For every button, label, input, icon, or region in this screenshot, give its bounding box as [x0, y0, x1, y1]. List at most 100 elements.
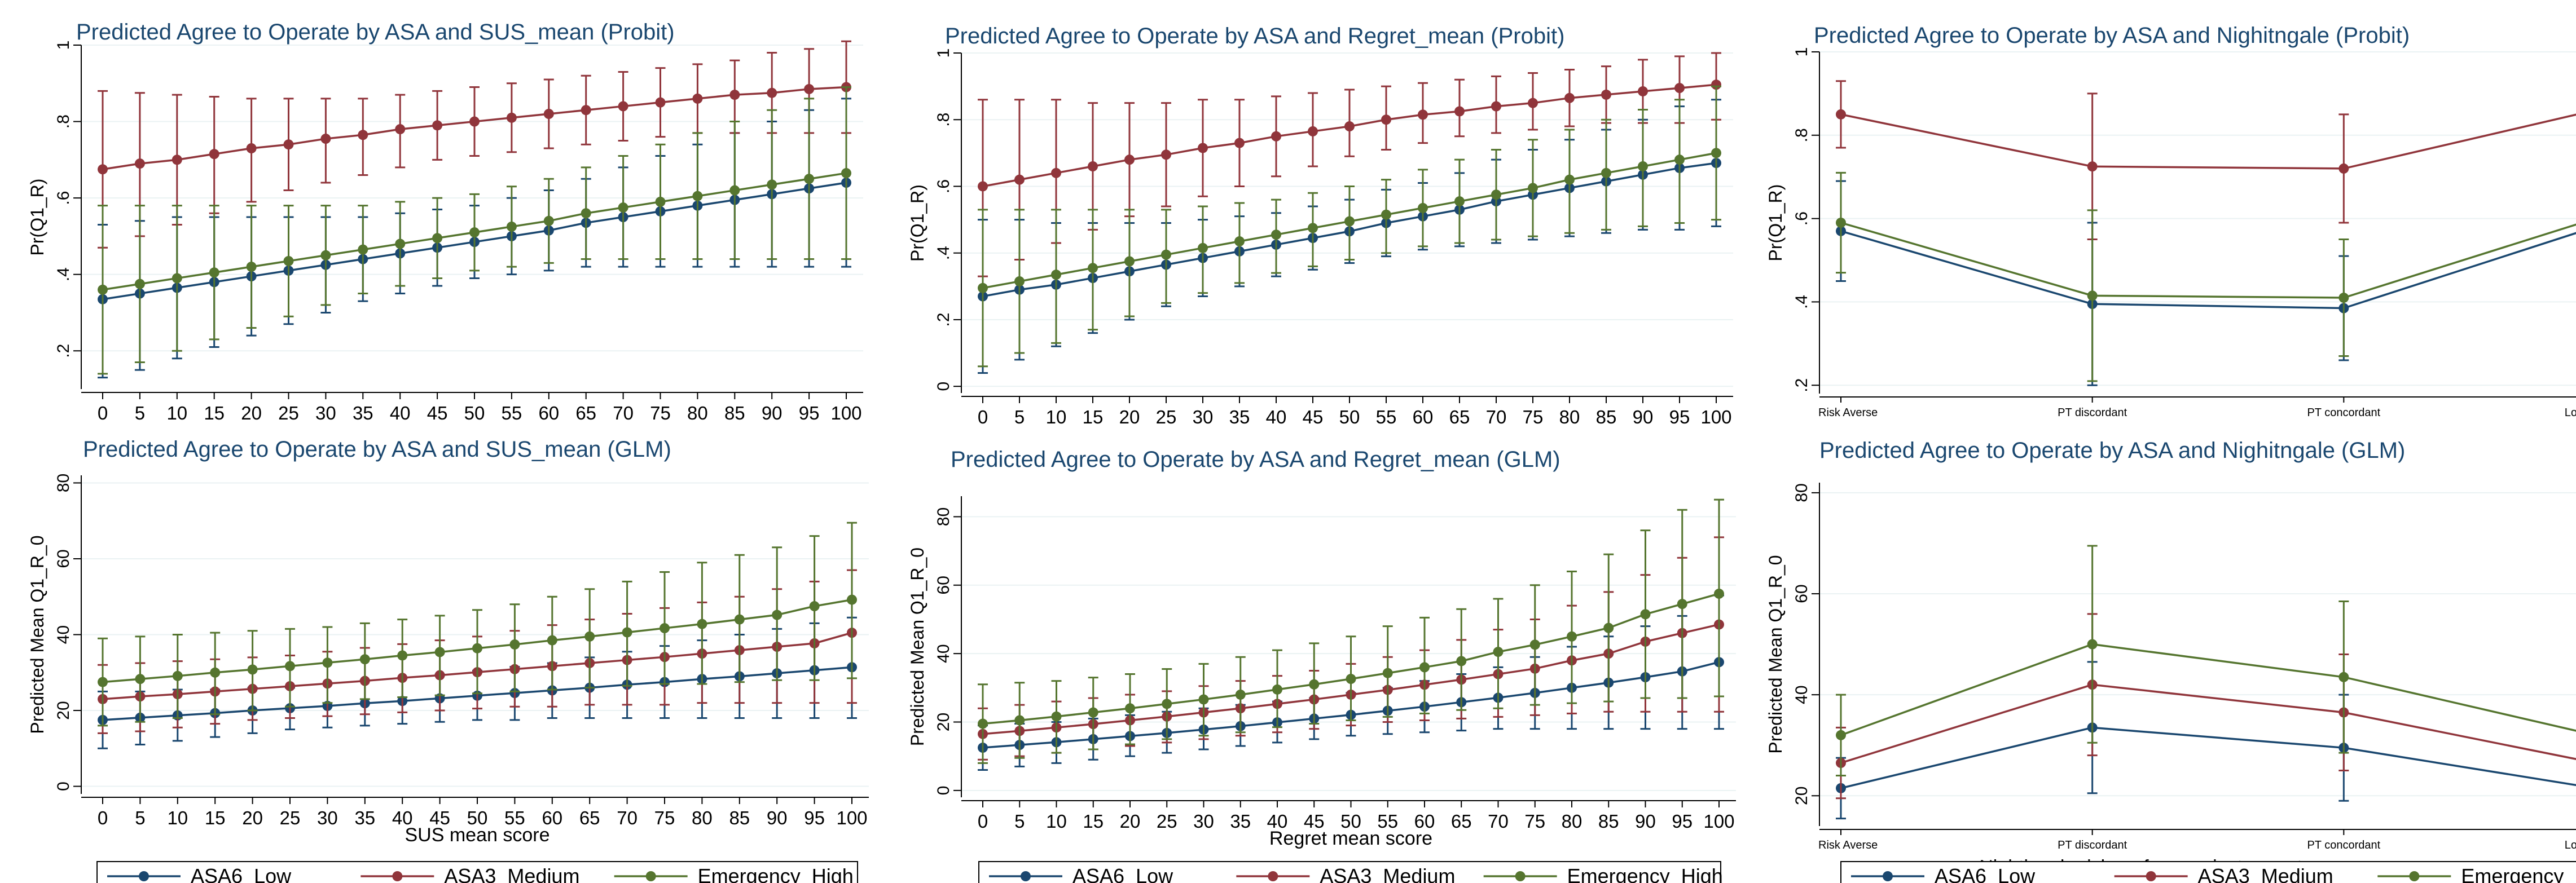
data-point: [978, 181, 988, 192]
data-point: [98, 164, 108, 175]
y-tick-label: .2: [54, 344, 73, 358]
x-tick-label: 35: [1230, 811, 1251, 832]
legend-label: Emergency_High: [1567, 864, 1723, 883]
x-tick-label: 80: [687, 403, 708, 423]
x-tick-label: 0: [98, 403, 108, 423]
y-tick-label: .6: [934, 179, 953, 193]
legend: ASA6_Low ASA3_Medium Emergency_High: [978, 861, 1723, 883]
data-point: [1308, 223, 1318, 233]
data-point: [734, 614, 745, 625]
x-tick-label: 45: [1304, 811, 1325, 832]
y-tick-label: 0: [934, 786, 953, 796]
y-tick-label: 40: [934, 644, 953, 663]
y-axis-label: Pr(Q1_R): [907, 184, 927, 262]
x-tick-label: 70: [1486, 407, 1507, 427]
x-tick-label: 85: [729, 807, 750, 828]
x-tick-label: 80: [1562, 811, 1582, 832]
y-tick-label: .4: [1792, 295, 1811, 309]
y-tick-label: .4: [934, 246, 953, 260]
x-tick-label: 45: [1303, 407, 1324, 427]
x-tick-label: 20: [1119, 407, 1140, 427]
x-tick-label: 75: [650, 403, 671, 423]
legend-marker: [392, 871, 403, 881]
data-point: [1124, 154, 1135, 165]
data-point: [547, 635, 557, 646]
y-tick-label: .2: [934, 312, 953, 326]
legend-label: ASA3_Medium: [444, 864, 579, 883]
x-tick-label: 25: [1157, 811, 1177, 832]
data-point: [2338, 163, 2349, 174]
x-tick-label: PT discordant: [2058, 839, 2127, 851]
x-tick-label: 5: [135, 403, 145, 423]
x-tick-label: 40: [1267, 811, 1288, 832]
x-tick-label: PT concordant: [2307, 407, 2380, 419]
data-point: [1493, 647, 1504, 657]
y-tick-label: .2: [1792, 378, 1811, 392]
x-tick-label: 35: [353, 403, 373, 423]
y-tick-label: 1: [934, 48, 953, 58]
data-point: [209, 267, 219, 278]
data-point: [1454, 196, 1465, 207]
legend-label: ASA3_Medium: [2198, 864, 2333, 883]
chart-title: Predicted Agree to Operate by ASA and Re…: [951, 447, 1560, 472]
data-point: [1344, 216, 1355, 227]
x-tick-label: 85: [724, 403, 745, 423]
x-tick-label: 50: [464, 403, 485, 423]
data-point: [472, 643, 482, 654]
data-point: [98, 284, 108, 295]
data-point: [1124, 256, 1135, 267]
data-point: [847, 594, 857, 605]
data-point: [395, 239, 406, 249]
x-tick-label: 25: [1156, 407, 1177, 427]
data-point: [622, 627, 632, 638]
x-tick-label: 90: [767, 807, 788, 828]
series-emergency-high: [978, 85, 1721, 368]
y-tick-label: 20: [54, 701, 73, 719]
data-point: [359, 654, 370, 665]
x-tick-label: 35: [354, 807, 375, 828]
x-tick-label: 5: [1014, 407, 1025, 427]
x-tick-label: 60: [1413, 407, 1434, 427]
data-point: [134, 279, 145, 289]
data-point: [1528, 183, 1538, 193]
series-line: [1840, 113, 2576, 170]
data-point: [1714, 588, 1724, 599]
data-point: [978, 282, 988, 293]
data-point: [618, 101, 628, 112]
x-tick-label: 50: [1340, 811, 1361, 832]
y-tick-label: .6: [1792, 211, 1811, 226]
data-point: [767, 87, 777, 98]
y-axis-label: Predicted Mean Q1_R_0: [907, 548, 927, 746]
data-point: [1674, 154, 1685, 165]
data-point: [358, 130, 368, 140]
x-tick-label: 75: [1523, 407, 1544, 427]
data-point: [1344, 121, 1355, 132]
x-tick-label: 10: [1046, 407, 1067, 427]
x-tick-label: 55: [504, 807, 525, 828]
series-emergency-high: [1836, 545, 2576, 776]
y-tick-label: .8: [934, 113, 953, 127]
data-point: [1491, 189, 1501, 200]
series-asa3-medium: [98, 40, 851, 249]
x-tick-label: 50: [1339, 407, 1360, 427]
data-point: [320, 250, 331, 261]
data-point: [509, 639, 520, 650]
x-tick-label: 40: [392, 807, 413, 828]
data-point: [134, 158, 145, 169]
data-point: [729, 90, 740, 100]
series-emergency-high: [1836, 171, 2576, 382]
data-point: [660, 623, 670, 634]
data-point: [1418, 109, 1428, 120]
x-tick-label: 60: [1414, 811, 1435, 832]
series-line: [1840, 643, 2576, 736]
data-point: [1088, 263, 1098, 273]
data-point: [692, 93, 703, 104]
data-point: [581, 105, 591, 116]
x-tick-label: 85: [1596, 407, 1617, 427]
data-point: [1638, 161, 1648, 171]
data-point: [1088, 707, 1098, 718]
data-point: [1014, 715, 1025, 726]
x-tick-label: 90: [1633, 407, 1654, 427]
data-point: [1308, 126, 1318, 136]
data-point: [1418, 202, 1428, 213]
